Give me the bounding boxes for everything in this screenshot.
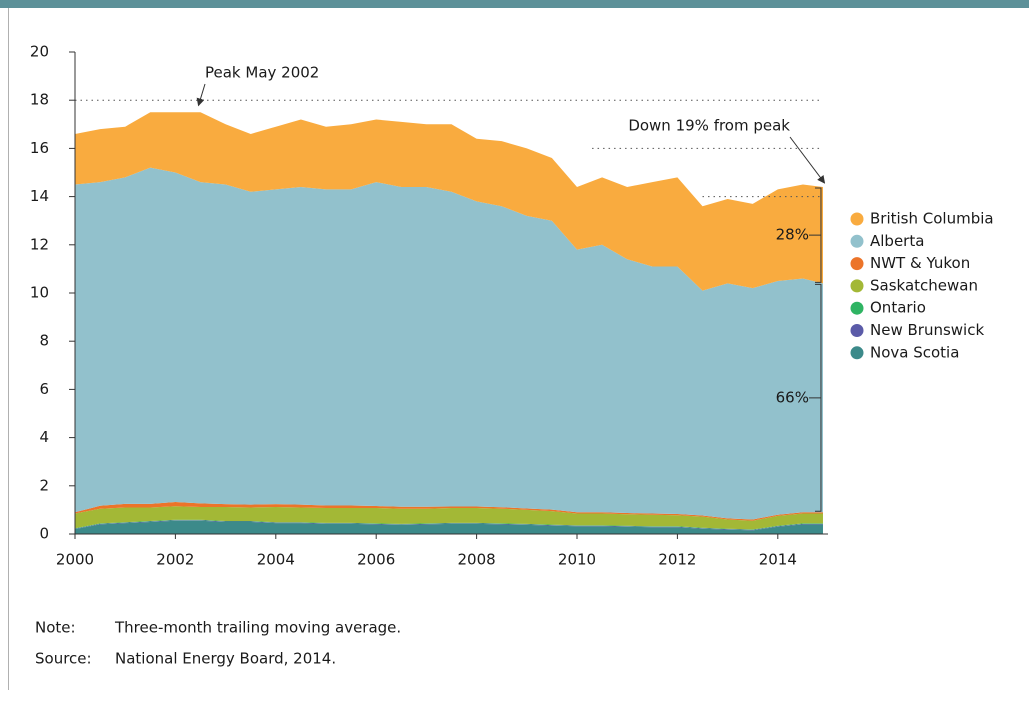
share-label: 66% [776,388,809,406]
legend-label: British Columbia [870,210,994,228]
x-tick-label: 2014 [759,551,797,569]
y-tick-label: 2 [39,476,49,494]
y-tick-label: 8 [39,332,49,350]
y-tick-label: 6 [39,380,49,398]
area [75,112,823,291]
header-bar [0,0,1029,8]
area [75,520,823,534]
note-label: Note: [35,619,76,637]
annotation-arrow [196,83,206,107]
annotation: Peak May 2002 [205,64,319,82]
y-tick-label: 14 [30,187,49,205]
y-tick-label: 16 [30,139,49,157]
x-tick-label: 2010 [558,551,596,569]
annotation: Down 19% from peak [628,117,790,135]
x-tick-label: 2008 [458,551,496,569]
y-tick-label: 18 [30,91,49,109]
legend-label: Alberta [870,232,924,250]
source-text: National Energy Board, 2014. [115,650,336,668]
x-tick-label: 2004 [257,551,295,569]
area [75,501,823,521]
legend-label: Nova Scotia [870,343,959,361]
legend-marker [850,234,864,248]
legend-marker [850,279,864,293]
note-text: Three-month trailing moving average. [114,619,401,637]
y-tick-label: 20 [30,43,49,61]
legend-label: NWT & Yukon [870,254,970,272]
bracket [808,187,822,283]
bracket [808,283,822,512]
legend-label: Ontario [870,299,926,317]
area [75,506,823,530]
x-tick-label: 2000 [56,551,94,569]
legend-marker [850,301,864,315]
y-tick-label: 0 [39,525,49,543]
legend-label: Saskatchewan [870,276,978,294]
legend-marker [850,324,864,337]
legend-marker [850,346,864,360]
legend-marker [850,212,864,226]
x-tick-label: 2002 [156,551,194,569]
share-label: 28% [776,226,809,244]
source-label: Source: [35,650,92,668]
y-tick-label: 4 [39,428,49,446]
x-tick-label: 2012 [658,551,696,569]
annotation-arrow [789,136,826,184]
legend-marker [850,257,864,271]
legend-label: New Brunswick [870,321,984,339]
y-tick-label: 10 [30,284,49,302]
area [75,167,823,520]
y-tick-label: 12 [30,235,49,253]
x-tick-label: 2006 [357,551,395,569]
